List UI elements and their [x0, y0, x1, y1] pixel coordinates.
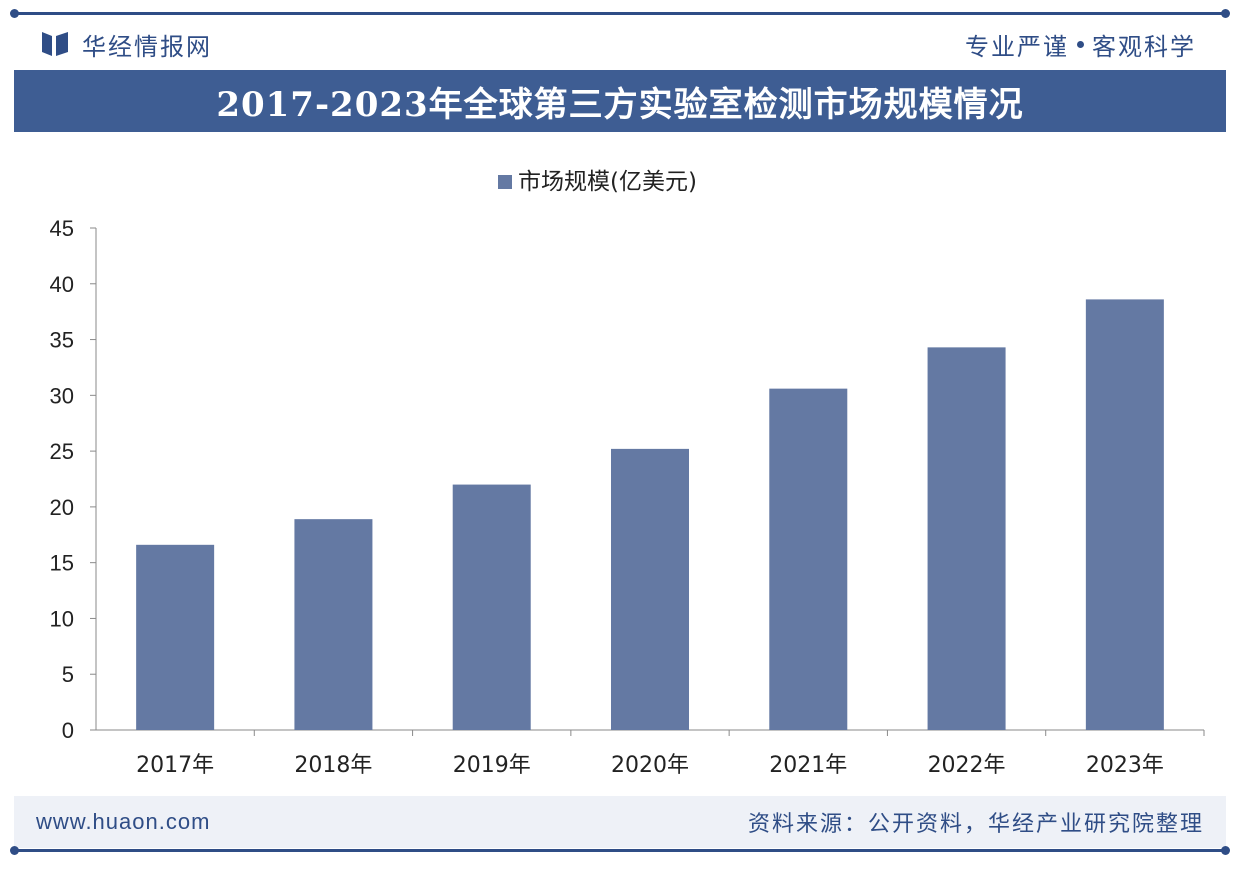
slogan-left: 专业严谨 [965, 32, 1069, 61]
slogan: 专业严谨 客观科学 [965, 28, 1196, 61]
bar-2018年 [294, 519, 373, 730]
bottom-rule-left-dot [10, 846, 19, 855]
bottom-rule [14, 849, 1226, 852]
brand-name: 华经情报网 [82, 32, 212, 61]
x-tick-label: 2019年 [453, 753, 531, 778]
bar-2019年 [452, 484, 531, 730]
top-rule-left-dot [10, 9, 19, 18]
y-tick-label: 30 [50, 383, 74, 408]
y-tick-label: 25 [50, 439, 74, 464]
y-tick-label: 0 [62, 718, 74, 743]
footer-source: 资料来源：公开资料，华经产业研究院整理 [747, 812, 1204, 837]
bar-2021年 [769, 388, 848, 730]
chart-area: 市场规模(亿美元) 0 5 10 15 20 25 30 35 40 45 2017年 2018年 201… [0, 140, 1240, 790]
chart-title: 2017-2023年全球第三方实验室检测市场规模情况 [216, 84, 1024, 125]
bottom-rule-right-dot [1221, 846, 1230, 855]
y-tick-label: 15 [50, 551, 74, 576]
x-tick-label: 2023年 [1086, 753, 1164, 778]
brand: 华经情报网 [40, 28, 212, 61]
x-tick-label: 2017年 [136, 753, 214, 778]
bar-2022年 [927, 347, 1006, 730]
y-tick-label: 40 [50, 272, 74, 297]
title-bar: 2017-2023年全球第三方实验室检测市场规模情况 [14, 70, 1226, 132]
x-tick-label: 2022年 [928, 753, 1006, 778]
slogan-separator-dot [1077, 40, 1084, 48]
top-rule-right-dot [1221, 9, 1230, 18]
legend-label: 市场规模(亿美元) [518, 169, 697, 195]
bar-2017年 [136, 544, 215, 730]
x-tick-label: 2020年 [611, 753, 689, 778]
footer: www.huaon.com 资料来源：公开资料，华经产业研究院整理 [14, 796, 1226, 848]
legend-swatch [498, 175, 512, 189]
y-tick-label: 10 [50, 606, 74, 631]
slogan-right: 客观科学 [1092, 32, 1196, 61]
x-tick-label: 2018年 [294, 753, 372, 778]
bar-2020年 [611, 448, 689, 730]
y-tick-label: 5 [62, 662, 74, 687]
huajing-logo-icon [40, 30, 70, 58]
bar-2023年 [1085, 299, 1164, 730]
y-tick-label: 45 [50, 216, 74, 241]
footer-url[interactable]: www.huaon.com [36, 809, 211, 834]
bar-chart: 市场规模(亿美元) 0 5 10 15 20 25 30 35 40 45 2017年 2018年 201… [50, 169, 1205, 778]
y-tick-label: 35 [50, 328, 74, 353]
y-tick-label: 20 [50, 495, 74, 520]
top-rule [14, 12, 1226, 15]
x-tick-label: 2021年 [769, 753, 847, 778]
